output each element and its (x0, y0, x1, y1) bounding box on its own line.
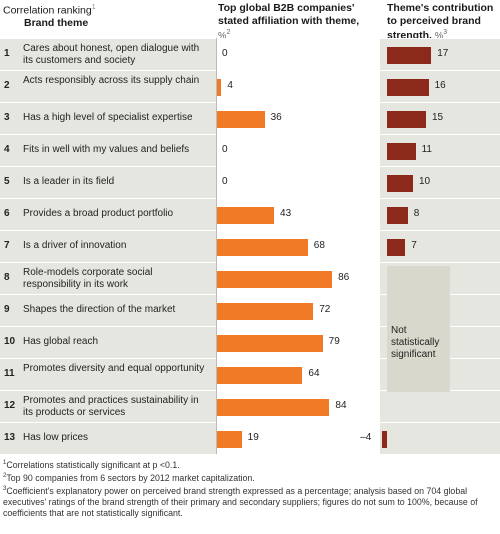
affiliation-bar (216, 270, 333, 288)
table-row: 7 Is a driver of innovation 68 7 (0, 230, 500, 262)
rank-number: 7 (4, 240, 10, 251)
rank-number: 3 (4, 112, 10, 123)
brand-theme-label: Has global reach (23, 336, 99, 347)
rank-number: 12 (4, 400, 16, 411)
contribution-bar (387, 238, 406, 256)
table-row: 13 Has low prices 19 –4 (0, 422, 500, 454)
brand-theme-label: Fits in well with my values and beliefs (23, 144, 190, 155)
affiliation-bar (216, 110, 265, 128)
contribution-bar (382, 430, 387, 448)
affiliation-value-label: 72 (319, 304, 331, 315)
affiliation-value-label: 19 (247, 432, 259, 443)
affiliation-bar (216, 334, 323, 352)
affiliation-bar (216, 238, 308, 256)
affiliation-cell (216, 135, 380, 166)
brand-theme-label: Has low prices (23, 432, 89, 443)
contribution-header: Theme's contribution to perceived brand … (387, 2, 494, 42)
contribution-value-label: 16 (434, 80, 446, 91)
contribution-cell (384, 423, 500, 454)
brand-theme-label: Is a driver of innovation (23, 240, 127, 251)
rank-number: 9 (4, 304, 10, 315)
brand-theme-label: Shapes the direction of the market (23, 304, 176, 315)
affiliation-bar (216, 430, 242, 448)
not-significant-label: Not statistically significant (391, 325, 440, 360)
rank-number: 1 (4, 48, 10, 59)
brand-theme-label: Provides a broad product portfolio (23, 208, 174, 219)
affiliation-bar (216, 366, 303, 384)
contribution-value-label: 17 (437, 48, 449, 59)
affiliation-cell (216, 423, 380, 454)
table-row: 5 Is a leader in its field 0 10 (0, 166, 500, 198)
contribution-bar (387, 174, 413, 192)
contribution-value-label: 15 (432, 112, 444, 123)
rank-number: 6 (4, 208, 10, 219)
not-significant-box (387, 266, 450, 392)
footnote-3: 3Coefficient's explanatory power on perc… (3, 485, 478, 518)
affiliation-value-label: 36 (270, 112, 282, 123)
affiliation-value-label: 0 (222, 144, 228, 155)
table-row: 3 Has a high level of specialist expertis… (0, 102, 500, 134)
footnote-2: 2Top 90 companies from 6 sectors by 2012… (3, 472, 255, 483)
rank-number: 2 (4, 80, 10, 91)
contribution-bar (387, 142, 416, 160)
affiliation-value-label: 4 (227, 80, 233, 91)
brand-theme-label: Acts responsibly across its supply chain (23, 75, 200, 86)
rank-number: 11 (4, 368, 15, 379)
brand-theme-label: Promotes diversity and equal opportunity (23, 363, 205, 374)
affiliation-header: Top global B2B companies' stated affilia… (218, 2, 360, 42)
rank-number: 13 (4, 432, 16, 443)
affiliation-value-label: 64 (308, 368, 320, 379)
rank-number: 5 (4, 176, 10, 187)
table-row: 2 Acts responsibly across its supply chai… (0, 70, 500, 102)
table-row: 1 Cares about honest, open dialogue with … (0, 38, 500, 70)
ranking-header: Correlation ranking1 (3, 4, 96, 17)
affiliation-value-label: 43 (280, 208, 292, 219)
affiliation-value-label: 0 (222, 48, 228, 59)
affiliation-value-label: 86 (338, 272, 350, 283)
footnotes: 1Correlations statistically significant … (3, 458, 497, 519)
table-row: 6 Provides a broad product portfolio 43 8 (0, 198, 500, 230)
rank-number: 8 (4, 272, 10, 283)
affiliation-bar (216, 78, 222, 96)
brand-theme-label: Promotes and practices sustainability in… (23, 395, 199, 418)
affiliation-bar (216, 398, 330, 416)
contribution-value-label: 8 (413, 208, 420, 219)
affiliation-value-label: 84 (335, 400, 347, 411)
brand-theme-label: Cares about honest, open dialogue with i… (23, 43, 200, 66)
affiliation-cell (216, 39, 380, 70)
affiliation-bar (216, 206, 275, 224)
brand-theme-label: Is a leader in its field (23, 176, 115, 187)
contribution-value-label: –4 (360, 432, 372, 443)
contribution-value-label: 10 (419, 176, 431, 187)
contribution-bar (387, 206, 408, 224)
rank-number: 4 (4, 144, 10, 155)
affiliation-value-label: 0 (222, 176, 228, 187)
rank-number: 10 (4, 336, 16, 347)
contribution-cell (384, 391, 500, 422)
contribution-value-label: 7 (411, 240, 417, 251)
table-row: 12 Promotes and practices sustainability … (0, 390, 500, 422)
brand-theme-header: Brand theme (24, 17, 89, 29)
brand-theme-label: Has a high level of specialist expertise (23, 112, 193, 123)
affiliation-axis (216, 38, 217, 454)
affiliation-value-label: 79 (328, 336, 340, 347)
contribution-bar (387, 78, 429, 96)
affiliation-cell (216, 71, 380, 102)
table-row: 4 Fits in well with my values and beliefs… (0, 134, 500, 166)
contribution-bar (387, 110, 426, 128)
contribution-value-label: 11 (421, 144, 432, 155)
brand-theme-label: Role-models corporate social responsibil… (23, 267, 153, 290)
contribution-bar (387, 46, 432, 64)
affiliation-cell (216, 167, 380, 198)
footnote-1: 1Correlations statistically significant … (3, 459, 180, 470)
affiliation-bar (216, 302, 314, 320)
affiliation-value-label: 68 (313, 240, 325, 251)
